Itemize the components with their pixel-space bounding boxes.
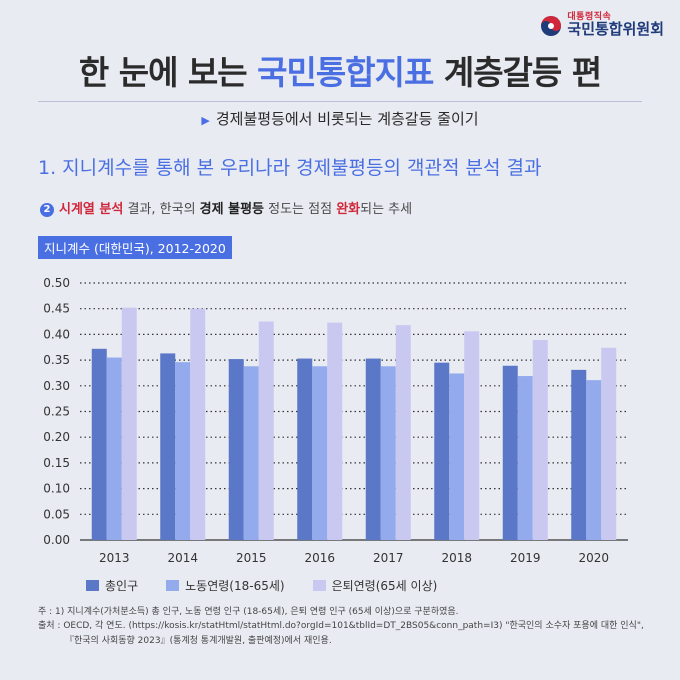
x-tick-label: 2017 <box>373 551 404 565</box>
finding-text: 2 시계열 분석 결과, 한국의 경제 불평등 정도는 점점 완화되는 추세 <box>40 198 412 217</box>
title-suffix: 계층갈등 편 <box>443 53 602 92</box>
legend-label-total: 총인구 <box>105 579 139 593</box>
bar <box>449 373 465 540</box>
taegeuk-icon <box>541 15 562 36</box>
x-tick-label: 2013 <box>99 551 130 565</box>
bar <box>297 358 313 540</box>
bar <box>517 376 533 540</box>
bar <box>160 353 176 540</box>
title-prefix: 한 눈에 보는 <box>78 53 248 92</box>
finding-part-2: 결과, 한국의 <box>123 202 200 217</box>
y-tick-label: 0.00 <box>43 533 70 547</box>
legend-swatch-retirement-age <box>312 580 326 591</box>
legend-label-working-age: 노동연령(18-65세) <box>185 579 285 593</box>
bar <box>106 357 122 540</box>
bar <box>395 325 411 540</box>
subtitle-text: 경제불평등에서 비롯되는 계층갈등 줄이기 <box>215 110 479 128</box>
bar <box>175 362 191 540</box>
bar <box>258 321 274 540</box>
footnote-note: 주 : 1) 지니계수(가처분소득) 총 인구, 노동 연령 인구 (18-65… <box>38 607 459 617</box>
bar <box>586 380 602 540</box>
y-tick-label: 0.05 <box>43 507 70 521</box>
bar <box>243 366 259 540</box>
finding-number-badge: 2 <box>40 203 54 217</box>
finding-part-4: 정도는 점점 <box>264 202 337 217</box>
finding-part-6: 되는 추세 <box>360 202 413 217</box>
bar <box>121 307 137 540</box>
finding-part-5: 완화 <box>336 202 361 217</box>
x-tick-label: 2019 <box>510 551 541 565</box>
footnote-source: 출처 : OECD, 각 연도. (https://kosis.kr/statH… <box>38 621 644 646</box>
bar <box>532 340 548 540</box>
legend-swatch-working-age <box>166 580 180 591</box>
y-tick-label: 0.45 <box>43 302 70 316</box>
page-title: 한 눈에 보는 국민통합지표 계층갈등 편 <box>0 46 680 94</box>
legend-item-working-age: 노동연령(18-65세) <box>166 577 285 594</box>
bar <box>190 308 206 540</box>
chart-legend: 총인구 노동연령(18-65세) 은퇴연령(65세 이상) <box>86 577 437 594</box>
logo-name: 국민통합위원회 <box>567 20 664 39</box>
bar <box>571 369 587 540</box>
y-tick-label: 0.10 <box>43 482 70 496</box>
bar <box>502 365 518 540</box>
logo-subtitle: 대통령직속 <box>567 12 612 22</box>
legend-item-retirement-age: 은퇴연령(65세 이상) <box>312 577 438 594</box>
triangle-bullet-icon: ▶ <box>201 114 210 127</box>
bar <box>91 348 107 540</box>
bar <box>312 366 328 540</box>
x-tick-label: 2014 <box>167 551 198 565</box>
x-tick-label: 2015 <box>236 551 267 565</box>
x-tick-label: 2016 <box>304 551 335 565</box>
legend-label-retirement-age: 은퇴연령(65세 이상) <box>331 579 438 593</box>
footnotes: 주 : 1) 지니계수(가처분소득) 총 인구, 노동 연령 인구 (18-65… <box>38 605 650 648</box>
bar <box>464 331 480 540</box>
bar <box>601 347 617 540</box>
y-tick-label: 0.20 <box>43 430 70 444</box>
x-tick-label: 2018 <box>441 551 472 565</box>
y-tick-label: 0.40 <box>43 327 70 341</box>
finding-part-1: 시계열 분석 <box>59 202 124 217</box>
section-title: 1. 지니계수를 통해 본 우리나라 경제불평등의 객관적 분석 결과 <box>38 157 542 179</box>
logo: 대통령직속 국민통합위원회 <box>540 12 664 39</box>
bar <box>327 322 343 540</box>
bar <box>434 362 450 540</box>
bar <box>380 366 396 540</box>
legend-item-total: 총인구 <box>86 577 138 594</box>
y-tick-label: 0.30 <box>43 379 70 393</box>
y-tick-label: 0.35 <box>43 353 70 367</box>
y-tick-label: 0.15 <box>43 456 70 470</box>
chart-title: 지니계수 (대한민국), 2012-2020 <box>38 236 232 259</box>
legend-swatch-total <box>86 580 99 591</box>
x-tick-label: 2020 <box>578 551 609 565</box>
y-tick-label: 0.25 <box>43 405 70 419</box>
title-highlight: 국민통합지표 <box>257 53 434 92</box>
page-subtitle: ▶ 경제불평등에서 비롯되는 계층갈등 줄이기 <box>0 108 680 129</box>
y-tick-label: 0.50 <box>43 276 70 290</box>
bar <box>365 358 381 540</box>
title-divider <box>38 101 642 102</box>
bar <box>228 359 244 540</box>
bar-chart: 0.50 0.45 0.40 0.35 0.30 0.25 0.20 0.15 0.10 0.05… <box>43 276 628 565</box>
finding-part-3: 경제 불평등 <box>199 202 264 217</box>
